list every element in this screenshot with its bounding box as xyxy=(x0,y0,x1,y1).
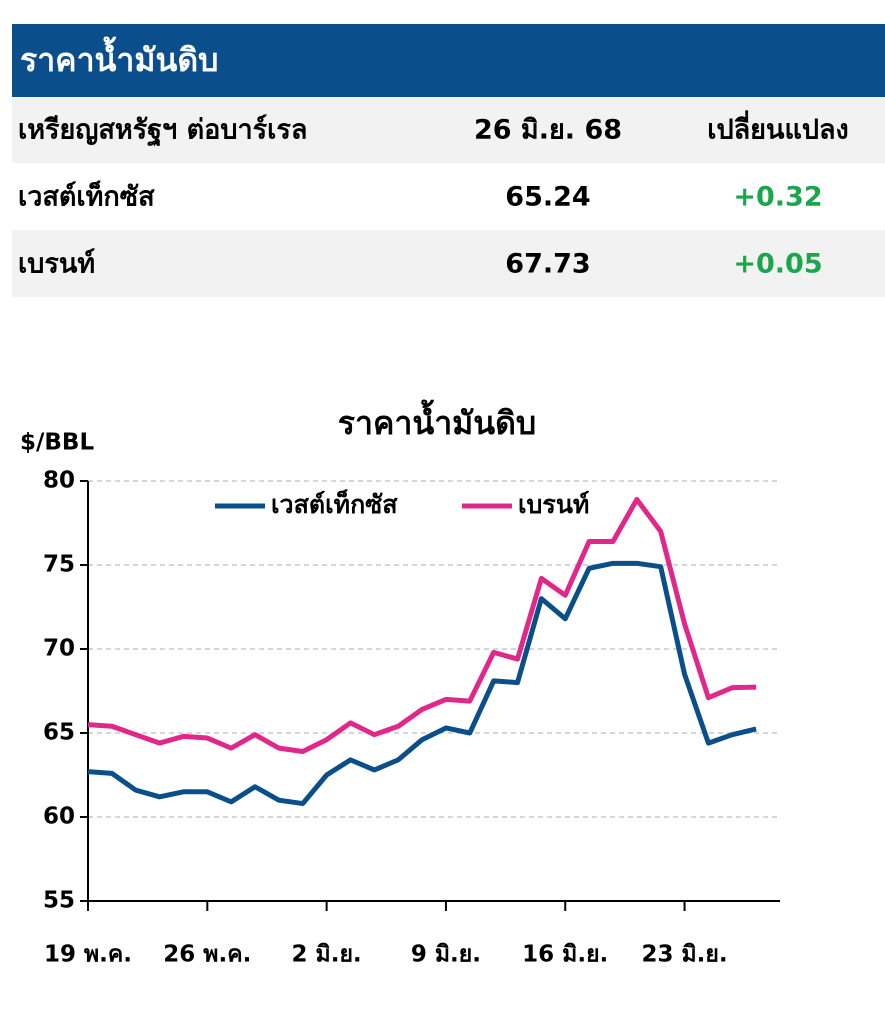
header-cell: เปลี่ยนแปลง xyxy=(707,110,848,146)
header-row xyxy=(12,97,885,163)
cell-change: +0.05 xyxy=(733,249,822,280)
y-tick-label: 70 xyxy=(43,636,75,662)
cell-value: 67.73 xyxy=(505,249,590,280)
cell-value: 65.24 xyxy=(505,182,590,213)
legend-label: เบรนท์ xyxy=(518,490,589,519)
table-title: ราคาน้ำมันดิบ xyxy=(20,36,218,79)
cell-change: +0.32 xyxy=(733,182,822,213)
y-tick-label: 65 xyxy=(43,720,75,746)
y-tick-label: 60 xyxy=(43,804,75,830)
x-tick-label: 23 มิ.ย. xyxy=(641,942,727,968)
header-cell: 26 มิ.ย. 68 xyxy=(474,115,622,146)
legend-label: เวสต์เท็กซัส xyxy=(271,489,398,519)
series-line xyxy=(87,496,757,754)
x-tick-label: 19 พ.ค. xyxy=(44,942,132,968)
header-cell: เหรียญสหรัฐฯ ต่อบาร์เรล xyxy=(18,114,307,148)
series-line xyxy=(87,560,757,807)
y-axis-label: $/BBL xyxy=(20,430,94,456)
x-tick-label: 26 พ.ค. xyxy=(163,942,251,968)
x-tick-label: 16 มิ.ย. xyxy=(522,942,608,968)
y-tick-label: 80 xyxy=(43,468,75,494)
x-tick-label: 9 มิ.ย. xyxy=(411,942,481,968)
row-label: เวสต์เท็กซัส xyxy=(18,179,155,213)
x-tick-label: 2 มิ.ย. xyxy=(292,942,362,968)
row-bg xyxy=(12,230,885,297)
y-tick-label: 75 xyxy=(43,552,75,578)
row-label: เบรนท์ xyxy=(18,248,95,280)
y-tick-label: 55 xyxy=(43,888,75,914)
chart-title: ราคาน้ำมันดิบ xyxy=(338,399,536,442)
title-bar xyxy=(12,24,885,97)
